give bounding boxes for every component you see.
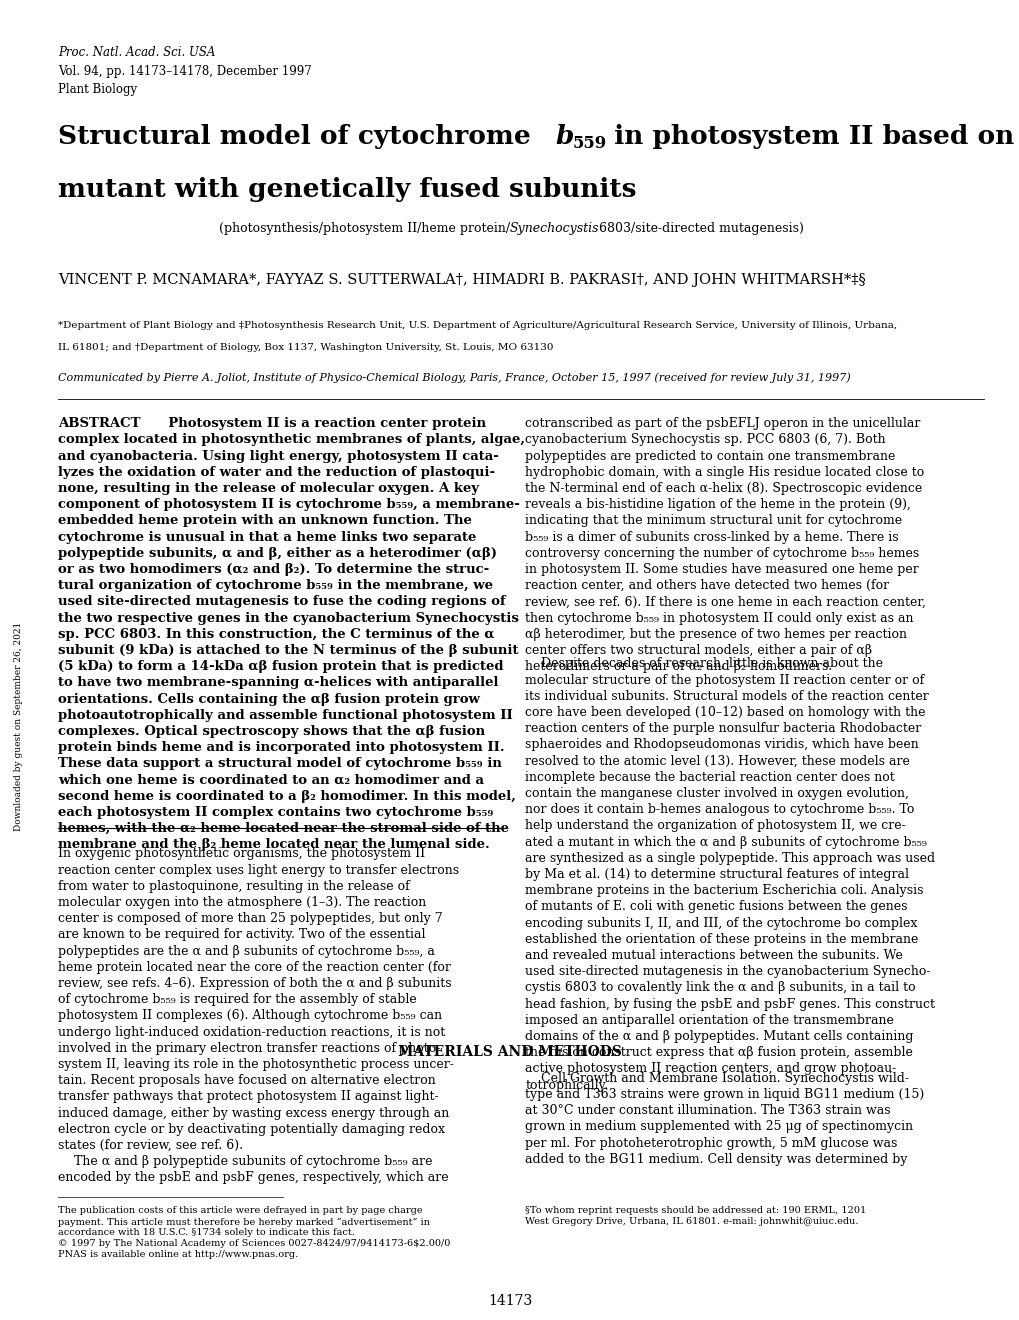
Text: Structural model of cytochrome: Structural model of cytochrome: [58, 124, 545, 149]
Text: IL 61801; and †Department of Biology, Box 1137, Washington University, St. Louis: IL 61801; and †Department of Biology, Bo…: [58, 343, 553, 352]
Text: in photosystem II based on a: in photosystem II based on a: [608, 124, 1019, 149]
Text: Despite decades of research, little is known about the
molecular structure of th: Despite decades of research, little is k…: [525, 657, 934, 1092]
Text: MATERIALS AND METHODS: MATERIALS AND METHODS: [397, 1045, 622, 1060]
Text: Downloaded by guest on September 26, 2021: Downloaded by guest on September 26, 202…: [14, 622, 22, 830]
Text: Cell Growth and Membrane Isolation. Synechocystis wild-
type and T363 strains we: Cell Growth and Membrane Isolation. Syne…: [525, 1072, 923, 1166]
Text: Vol. 94, pp. 14173–14178, December 1997: Vol. 94, pp. 14173–14178, December 1997: [58, 65, 312, 78]
Text: Communicated by Pierre A. Joliot, Institute of Physico-Chemical Biology, Paris, : Communicated by Pierre A. Joliot, Instit…: [58, 372, 850, 383]
Text: VINCENT P. MCNAMARA*, FAYYAZ S. SUTTERWALA†, HIMADRI B. PAKRASI†, AND JOHN WHITM: VINCENT P. MCNAMARA*, FAYYAZ S. SUTTERWA…: [58, 273, 865, 288]
Text: 6803/site-directed mutagenesis): 6803/site-directed mutagenesis): [594, 222, 803, 235]
Text: Proc. Natl. Acad. Sci. USA: Proc. Natl. Acad. Sci. USA: [58, 46, 215, 59]
Text: *Department of Plant Biology and ‡Photosynthesis Research Unit, U.S. Department : *Department of Plant Biology and ‡Photos…: [58, 321, 897, 330]
Text: Synechocystis: Synechocystis: [510, 222, 599, 235]
Text: (photosynthesis/photosystem II/heme protein/: (photosynthesis/photosystem II/heme prot…: [219, 222, 510, 235]
Text: Plant Biology: Plant Biology: [58, 83, 138, 96]
Text: mutant with genetically fused subunits: mutant with genetically fused subunits: [58, 177, 636, 202]
Text: In oxygenic photosynthetic organisms, the photosystem II
reaction center complex: In oxygenic photosynthetic organisms, th…: [58, 847, 459, 1184]
Text: b: b: [554, 124, 573, 149]
Text: cotranscribed as part of the psbEFLJ operon in the unicellular
cyanobacterium Sy: cotranscribed as part of the psbEFLJ ope…: [525, 417, 925, 673]
Text: ABSTRACT      Photosystem II is a reaction center protein
complex located in pho: ABSTRACT Photosystem II is a reaction ce…: [58, 417, 525, 851]
Text: 559: 559: [572, 135, 605, 152]
Text: The publication costs of this article were defrayed in part by page charge
payme: The publication costs of this article we…: [58, 1206, 450, 1259]
Text: §To whom reprint requests should be addressed at: 190 ERML, 1201
West Gregory Dr: §To whom reprint requests should be addr…: [525, 1206, 866, 1226]
Text: 14173: 14173: [487, 1294, 532, 1308]
